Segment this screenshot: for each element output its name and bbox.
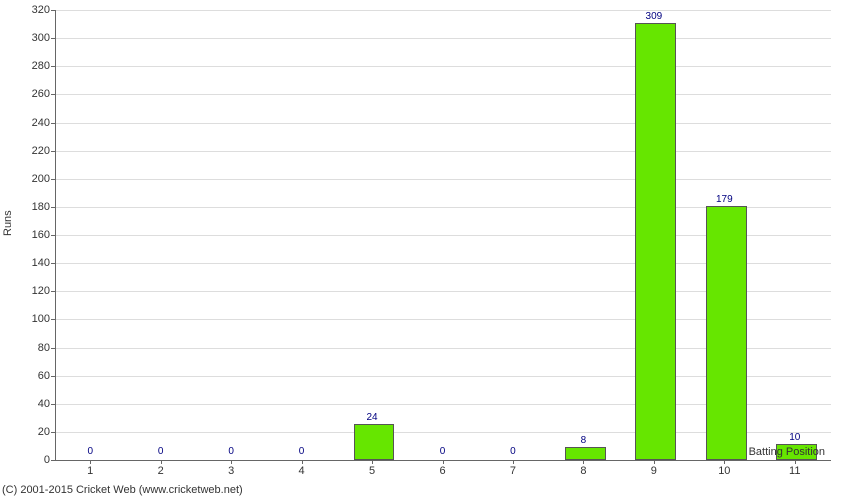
x-tick-mark xyxy=(795,460,796,464)
y-tick-label: 0 xyxy=(20,454,50,466)
y-tick-label: 60 xyxy=(20,370,50,382)
y-tick-label: 180 xyxy=(20,201,50,213)
x-tick-mark xyxy=(161,460,162,464)
gridline xyxy=(56,94,831,95)
bar-value-label: 0 xyxy=(299,446,305,457)
x-tick-mark xyxy=(90,460,91,464)
bar-value-label: 309 xyxy=(646,11,663,22)
bar-value-label: 0 xyxy=(158,446,164,457)
y-tick-label: 100 xyxy=(20,313,50,325)
y-tick-label: 20 xyxy=(20,426,50,438)
bar-value-label: 10 xyxy=(789,432,800,443)
x-tick-mark xyxy=(302,460,303,464)
x-tick-label: 2 xyxy=(158,465,164,477)
x-tick-label: 6 xyxy=(439,465,445,477)
gridline xyxy=(56,10,831,11)
y-tick-label: 320 xyxy=(20,4,50,16)
gridline xyxy=(56,38,831,39)
gridline xyxy=(56,123,831,124)
bar xyxy=(635,23,676,460)
y-tick-mark xyxy=(51,38,55,39)
y-tick-label: 300 xyxy=(20,32,50,44)
x-tick-mark xyxy=(443,460,444,464)
gridline xyxy=(56,179,831,180)
gridline xyxy=(56,66,831,67)
bar-value-label: 0 xyxy=(510,446,516,457)
x-tick-label: 8 xyxy=(580,465,586,477)
copyright-text: (C) 2001-2015 Cricket Web (www.cricketwe… xyxy=(2,484,243,496)
x-tick-mark xyxy=(724,460,725,464)
gridline xyxy=(56,151,831,152)
bar xyxy=(565,447,606,460)
x-tick-mark xyxy=(372,460,373,464)
y-tick-mark xyxy=(51,404,55,405)
x-tick-label: 4 xyxy=(299,465,305,477)
x-tick-label: 3 xyxy=(228,465,234,477)
y-tick-mark xyxy=(51,263,55,264)
x-tick-label: 9 xyxy=(651,465,657,477)
y-tick-label: 200 xyxy=(20,173,50,185)
x-tick-mark xyxy=(654,460,655,464)
y-tick-mark xyxy=(51,10,55,11)
x-tick-label: 11 xyxy=(789,465,800,477)
y-tick-label: 140 xyxy=(20,257,50,269)
y-tick-label: 40 xyxy=(20,398,50,410)
y-tick-mark xyxy=(51,432,55,433)
x-tick-label: 5 xyxy=(369,465,375,477)
x-tick-mark xyxy=(513,460,514,464)
bar xyxy=(354,424,395,460)
y-tick-mark xyxy=(51,151,55,152)
y-tick-mark xyxy=(51,291,55,292)
chart-container: Runs Batting Position (C) 2001-2015 Cric… xyxy=(0,0,850,500)
y-tick-mark xyxy=(51,179,55,180)
y-tick-label: 280 xyxy=(20,60,50,72)
y-tick-label: 120 xyxy=(20,285,50,297)
y-tick-mark xyxy=(51,376,55,377)
x-tick-label: 10 xyxy=(718,465,730,477)
bar xyxy=(706,206,747,460)
y-tick-mark xyxy=(51,460,55,461)
y-tick-label: 160 xyxy=(20,229,50,241)
bar-value-label: 24 xyxy=(366,412,377,423)
y-tick-mark xyxy=(51,123,55,124)
x-tick-mark xyxy=(231,460,232,464)
y-tick-mark xyxy=(51,94,55,95)
y-tick-label: 260 xyxy=(20,88,50,100)
y-tick-label: 80 xyxy=(20,342,50,354)
y-tick-mark xyxy=(51,235,55,236)
x-tick-mark xyxy=(583,460,584,464)
y-tick-mark xyxy=(51,348,55,349)
bar-value-label: 179 xyxy=(716,194,733,205)
bar-value-label: 0 xyxy=(440,446,446,457)
y-tick-mark xyxy=(51,207,55,208)
bar-value-label: 0 xyxy=(228,446,234,457)
y-tick-label: 240 xyxy=(20,117,50,129)
y-tick-mark xyxy=(51,319,55,320)
bar-value-label: 0 xyxy=(87,446,93,457)
x-axis-title: Batting Position xyxy=(749,446,825,458)
x-tick-label: 1 xyxy=(87,465,93,477)
y-tick-mark xyxy=(51,66,55,67)
bar-value-label: 8 xyxy=(581,435,587,446)
y-tick-label: 220 xyxy=(20,145,50,157)
plot-area xyxy=(55,10,831,461)
x-tick-label: 7 xyxy=(510,465,516,477)
y-axis-title: Runs xyxy=(2,210,14,236)
